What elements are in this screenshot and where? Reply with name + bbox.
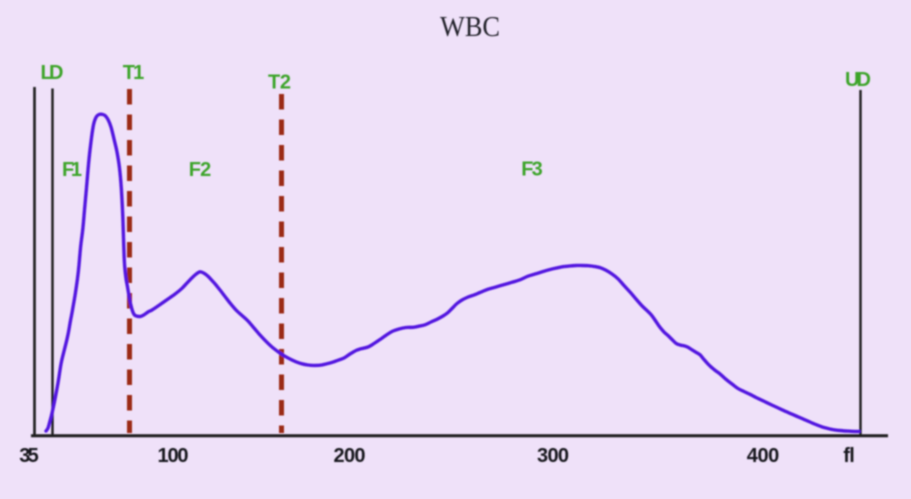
svg-text:WBC: WBC xyxy=(440,12,500,43)
svg-text:T2: T2 xyxy=(268,72,291,94)
svg-text:F2: F2 xyxy=(189,159,212,181)
svg-text:35: 35 xyxy=(19,445,39,467)
svg-text:F3: F3 xyxy=(521,159,543,181)
svg-text:LD: LD xyxy=(41,62,64,84)
svg-text:400: 400 xyxy=(747,445,780,467)
svg-text:F1: F1 xyxy=(62,159,82,181)
svg-text:UD: UD xyxy=(845,69,871,91)
svg-text:fl: fl xyxy=(843,445,855,467)
svg-text:T1: T1 xyxy=(123,62,145,84)
svg-text:100: 100 xyxy=(158,445,189,467)
svg-text:200: 200 xyxy=(334,445,366,467)
svg-text:300: 300 xyxy=(537,445,569,467)
